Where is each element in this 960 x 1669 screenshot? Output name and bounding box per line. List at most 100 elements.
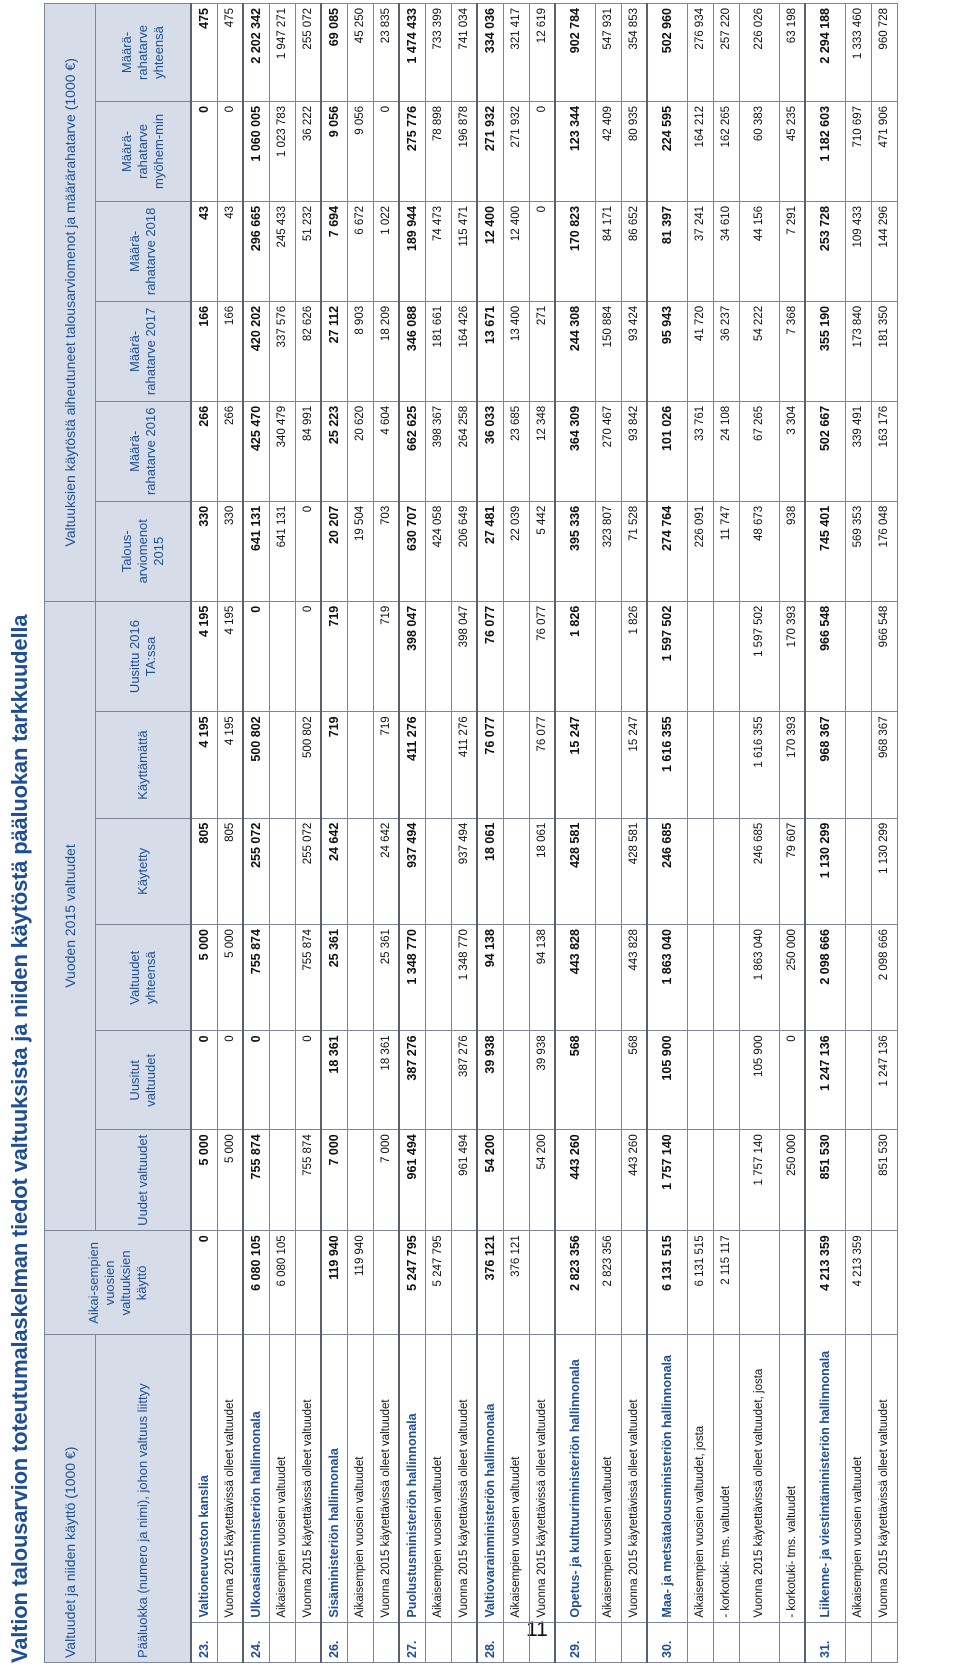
table-cell: 1 247 136 (805, 1030, 845, 1130)
table-cell: 805 (191, 818, 217, 925)
row-label: Puolustusministeriön hallinnonala (399, 1334, 425, 1623)
table-cell: 0 (217, 1030, 243, 1130)
table-cell: 387 276 (451, 1030, 477, 1130)
table-cell: 1 757 140 (647, 1129, 687, 1231)
table-cell: 250 000 (779, 924, 805, 1031)
row-label: Aikaisempien vuosien valtuudet (503, 1334, 529, 1623)
table-cell: 54 200 (529, 1129, 555, 1231)
table-cell: 376 121 (477, 1230, 503, 1335)
table-cell (687, 1030, 713, 1130)
table-cell: 270 467 (595, 401, 621, 502)
table-cell: 1 826 (621, 601, 647, 712)
table-cell: 719 (373, 711, 399, 819)
table-cell: 22 039 (503, 501, 529, 602)
table-cell: 166 (191, 301, 217, 402)
table-cell: 36 033 (477, 401, 503, 502)
table-cell: 41 720 (687, 301, 713, 402)
table-cell (713, 601, 739, 712)
table-cell: 27 112 (321, 301, 347, 402)
table-cell: 568 (555, 1030, 595, 1130)
table-cell: 173 840 (845, 301, 871, 402)
row-number (451, 1622, 477, 1663)
page-title: Valtion talousarvion toteutumalaskelman … (7, 614, 32, 1663)
row-number: 28. (477, 1622, 503, 1663)
table-cell: 1 182 603 (805, 101, 845, 202)
table-row-sub: Aikaisempien vuosien valtuudet 5 247 795 4… (425, 3, 451, 1663)
table-cell (713, 711, 739, 819)
table-cell: 7 000 (373, 1129, 399, 1231)
table-cell: 94 138 (477, 924, 503, 1031)
table-cell (425, 601, 451, 712)
header-col: Uusittu 2016 TA:ssa (95, 601, 191, 712)
row-label: Valtiovarainministeriön hallinnonala (477, 1334, 503, 1623)
row-label: Aikaisempien vuosien valtuudet (595, 1334, 621, 1623)
table-cell: 224 595 (647, 101, 687, 202)
table-cell: 54 200 (477, 1129, 503, 1231)
table-cell (503, 711, 529, 819)
table-cell: 36 237 (713, 301, 739, 402)
table-cell: 4 195 (217, 601, 243, 712)
table-cell: 641 131 (243, 501, 269, 602)
table-cell (347, 818, 373, 925)
table-cell: 387 276 (399, 1030, 425, 1130)
table-cell: 4 195 (191, 601, 217, 712)
table-cell: 961 494 (399, 1129, 425, 1231)
table-cell (621, 1230, 647, 1335)
table-cell: 0 (243, 601, 269, 712)
table-cell: 76 077 (477, 601, 503, 712)
table-cell: 443 828 (621, 924, 647, 1031)
table-cell (451, 1230, 477, 1335)
row-number: 31. (805, 1622, 845, 1663)
table-cell: 641 131 (269, 501, 295, 602)
table-row-sub: - korkotuki- tms. valtuudet 250 000 0 250 0… (779, 3, 805, 1663)
table-cell: 7 694 (321, 201, 347, 302)
table-cell: 76 077 (477, 711, 503, 819)
table-cell: 733 399 (425, 3, 451, 102)
table-cell: 5 247 795 (399, 1230, 425, 1335)
table-cell: 12 348 (529, 401, 555, 502)
table-cell: 398 047 (451, 601, 477, 712)
table-cell: 250 000 (779, 1129, 805, 1231)
table-cell (713, 1030, 739, 1130)
table-cell: 0 (191, 1030, 217, 1130)
table-cell: 24 108 (713, 401, 739, 502)
table-cell (295, 1230, 321, 1335)
row-number (871, 1622, 897, 1663)
table-cell: 253 728 (805, 201, 845, 302)
table-cell (779, 1230, 805, 1335)
table-cell: 1 333 460 (845, 3, 871, 102)
row-number (269, 1622, 295, 1663)
table-cell: 424 058 (425, 501, 451, 602)
table-cell: 13 671 (477, 301, 503, 402)
table-cell: 703 (373, 501, 399, 602)
header-col: Talous-arviomenot 2015 (95, 501, 191, 602)
table-cell: 500 802 (243, 711, 269, 819)
table-cell: 48 673 (739, 501, 779, 602)
table-cell: 1 060 005 (243, 101, 269, 202)
table-cell: 0 (779, 1030, 805, 1130)
table-cell (503, 924, 529, 1031)
table-cell: 76 077 (529, 711, 555, 819)
table-cell: 966 548 (805, 601, 845, 712)
table-cell: 271 932 (477, 101, 503, 202)
table-cell: 12 400 (503, 201, 529, 302)
table-cell: 276 934 (687, 3, 713, 102)
table-cell: 937 494 (451, 818, 477, 925)
table-cell (687, 1129, 713, 1231)
table-cell: 938 (779, 501, 805, 602)
table-cell: 420 202 (243, 301, 269, 402)
table-row-main: 27. Puolustusministeriön hallinnonala 5 24… (399, 3, 425, 1663)
table-cell: 2 823 356 (555, 1230, 595, 1335)
table-row-sub: Vuonna 2015 käytettävissä olleet valtuud… (373, 3, 399, 1663)
row-number (347, 1622, 373, 1663)
row-label: Sisäministeriön hallinnonala (321, 1334, 347, 1623)
table-cell: 63 198 (779, 3, 805, 102)
table-cell: 12 400 (477, 201, 503, 302)
table-cell: 84 171 (595, 201, 621, 302)
row-number (595, 1622, 621, 1663)
table-cell: 411 276 (451, 711, 477, 819)
table-row-sub: Vuonna 2015 käytettävissä olleet valtuud… (217, 3, 243, 1663)
row-number: 30. (647, 1622, 687, 1663)
table-cell: 5 000 (217, 924, 243, 1031)
table-cell: 44 156 (739, 201, 779, 302)
